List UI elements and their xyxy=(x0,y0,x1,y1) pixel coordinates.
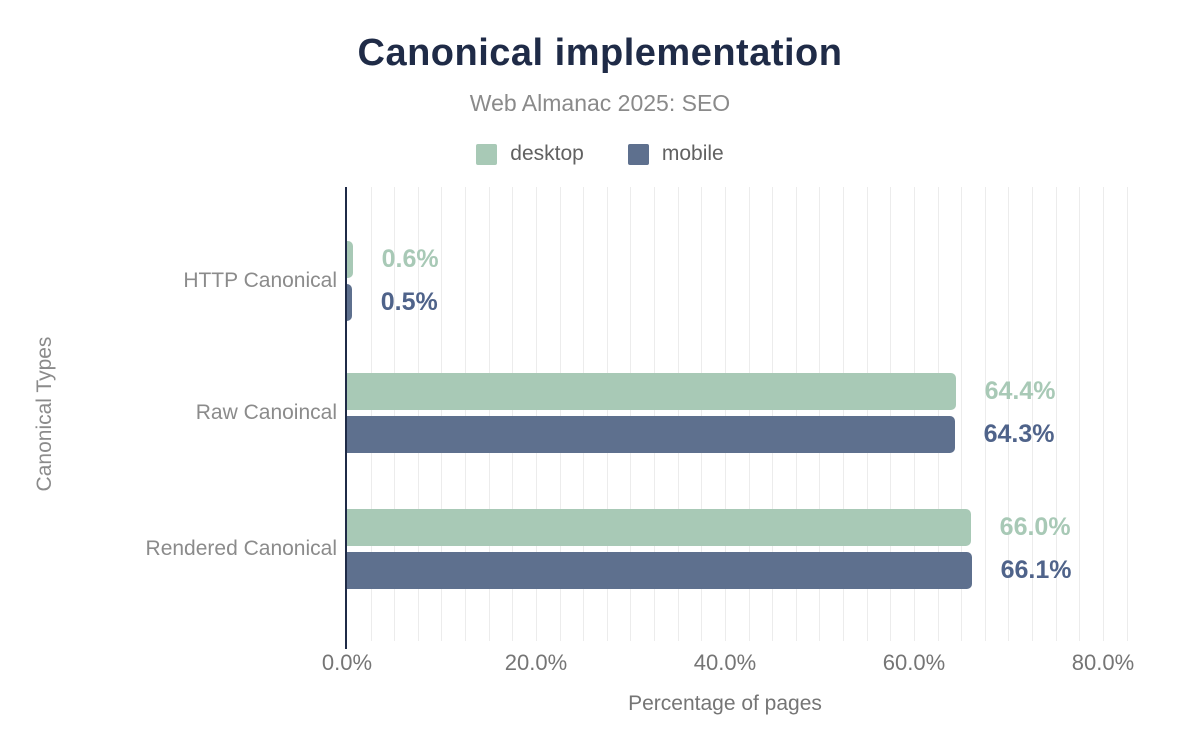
value-label-mobile-http-canonical: 0.5% xyxy=(380,288,438,316)
bar-desktop-http-canonical[interactable] xyxy=(347,241,353,278)
value-label-mobile-raw-canonical: 64.3% xyxy=(983,420,1055,448)
bar-row: 64.3% xyxy=(347,416,1137,453)
bar-row: 64.4% xyxy=(347,373,1137,410)
gridline xyxy=(1055,187,1057,641)
gridline xyxy=(819,187,821,641)
legend: desktop mobile xyxy=(0,142,1200,166)
gridline xyxy=(866,187,868,641)
gridline xyxy=(488,187,490,641)
gridline xyxy=(512,187,514,641)
y-axis-line xyxy=(345,187,347,649)
gridline xyxy=(370,187,372,641)
desktop-swatch-icon xyxy=(476,143,498,165)
chart-title: Canonical implementation xyxy=(357,32,843,74)
gridline xyxy=(1102,187,1104,641)
gridline xyxy=(583,187,585,641)
bar-mobile-raw-canonical[interactable] xyxy=(347,416,955,453)
legend-item-desktop[interactable]: desktop xyxy=(476,142,584,166)
value-label-desktop-rendered-canonical: 66.0% xyxy=(999,513,1071,541)
gridline xyxy=(1008,187,1010,641)
gridline xyxy=(772,187,774,641)
value-label-desktop-raw-canonical: 64.4% xyxy=(984,377,1056,405)
x-axis-title: Percentage of pages xyxy=(628,692,822,715)
bar-row: 0.6% xyxy=(347,241,1137,278)
gridline xyxy=(701,187,703,641)
bar-row: 66.1% xyxy=(347,552,1137,589)
category-label-rendered-canonical: Rendered Canonical xyxy=(145,537,337,560)
gridlines xyxy=(347,187,1137,641)
x-tick-label: 40.0% xyxy=(693,650,757,675)
chart-subtitle: Web Almanac 2025: SEO xyxy=(469,90,731,116)
gridline xyxy=(394,187,396,641)
gridline xyxy=(654,187,656,641)
x-tick-label: 80.0% xyxy=(1071,650,1135,675)
gridline xyxy=(890,187,892,641)
gridline xyxy=(984,187,986,641)
bar-row: 0.5% xyxy=(347,284,1137,321)
gridline xyxy=(1032,187,1034,641)
gridline xyxy=(606,187,608,641)
gridline xyxy=(630,187,632,641)
legend-label-mobile: mobile xyxy=(661,142,724,165)
gridline xyxy=(961,187,963,641)
plot-area: HTTP Canonical 0.6% 0.5% Raw Canoincal 6… xyxy=(146,187,1137,715)
gridline xyxy=(748,187,750,641)
value-label-mobile-rendered-canonical: 66.1% xyxy=(1000,556,1072,584)
gridline xyxy=(1126,187,1128,641)
bar-mobile-rendered-canonical[interactable] xyxy=(347,552,972,589)
x-axis-ticks: 0.0% 20.0% 40.0% 60.0% 80.0% xyxy=(322,650,1137,675)
x-tick-label: 20.0% xyxy=(504,650,568,675)
legend-label-desktop: desktop xyxy=(510,142,584,165)
bar-group-http-canonical: HTTP Canonical 0.6% 0.5% xyxy=(183,241,1137,321)
gridline xyxy=(441,187,443,641)
bar-desktop-rendered-canonical[interactable] xyxy=(347,509,971,546)
gridline xyxy=(843,187,845,641)
value-label-desktop-http-canonical: 0.6% xyxy=(381,245,439,273)
mobile-swatch-icon xyxy=(627,143,649,165)
gridline xyxy=(465,187,467,641)
bar-group-rendered-canonical: Rendered Canonical 66.0% 66.1% xyxy=(146,509,1137,589)
gridline xyxy=(913,187,915,641)
bar-row: 66.0% xyxy=(347,509,1137,546)
gridline xyxy=(1079,187,1081,641)
gridline xyxy=(417,187,419,641)
gridline xyxy=(724,187,726,641)
category-label-raw-canonical: Raw Canoincal xyxy=(195,401,337,424)
x-tick-label: 60.0% xyxy=(882,650,946,675)
legend-item-mobile[interactable]: mobile xyxy=(627,142,724,166)
gridline xyxy=(559,187,561,641)
bar-group-raw-canonical: Raw Canoincal 64.4% 64.3% xyxy=(196,373,1137,453)
bar-desktop-raw-canonical[interactable] xyxy=(347,373,956,410)
category-label-http-canonical: HTTP Canonical xyxy=(183,269,337,292)
gridline xyxy=(937,187,939,641)
x-tick-label: 0.0% xyxy=(321,650,373,675)
gridline xyxy=(677,187,679,641)
gridline xyxy=(535,187,537,641)
gridline xyxy=(795,187,797,641)
bar-mobile-http-canonical[interactable] xyxy=(347,284,352,321)
